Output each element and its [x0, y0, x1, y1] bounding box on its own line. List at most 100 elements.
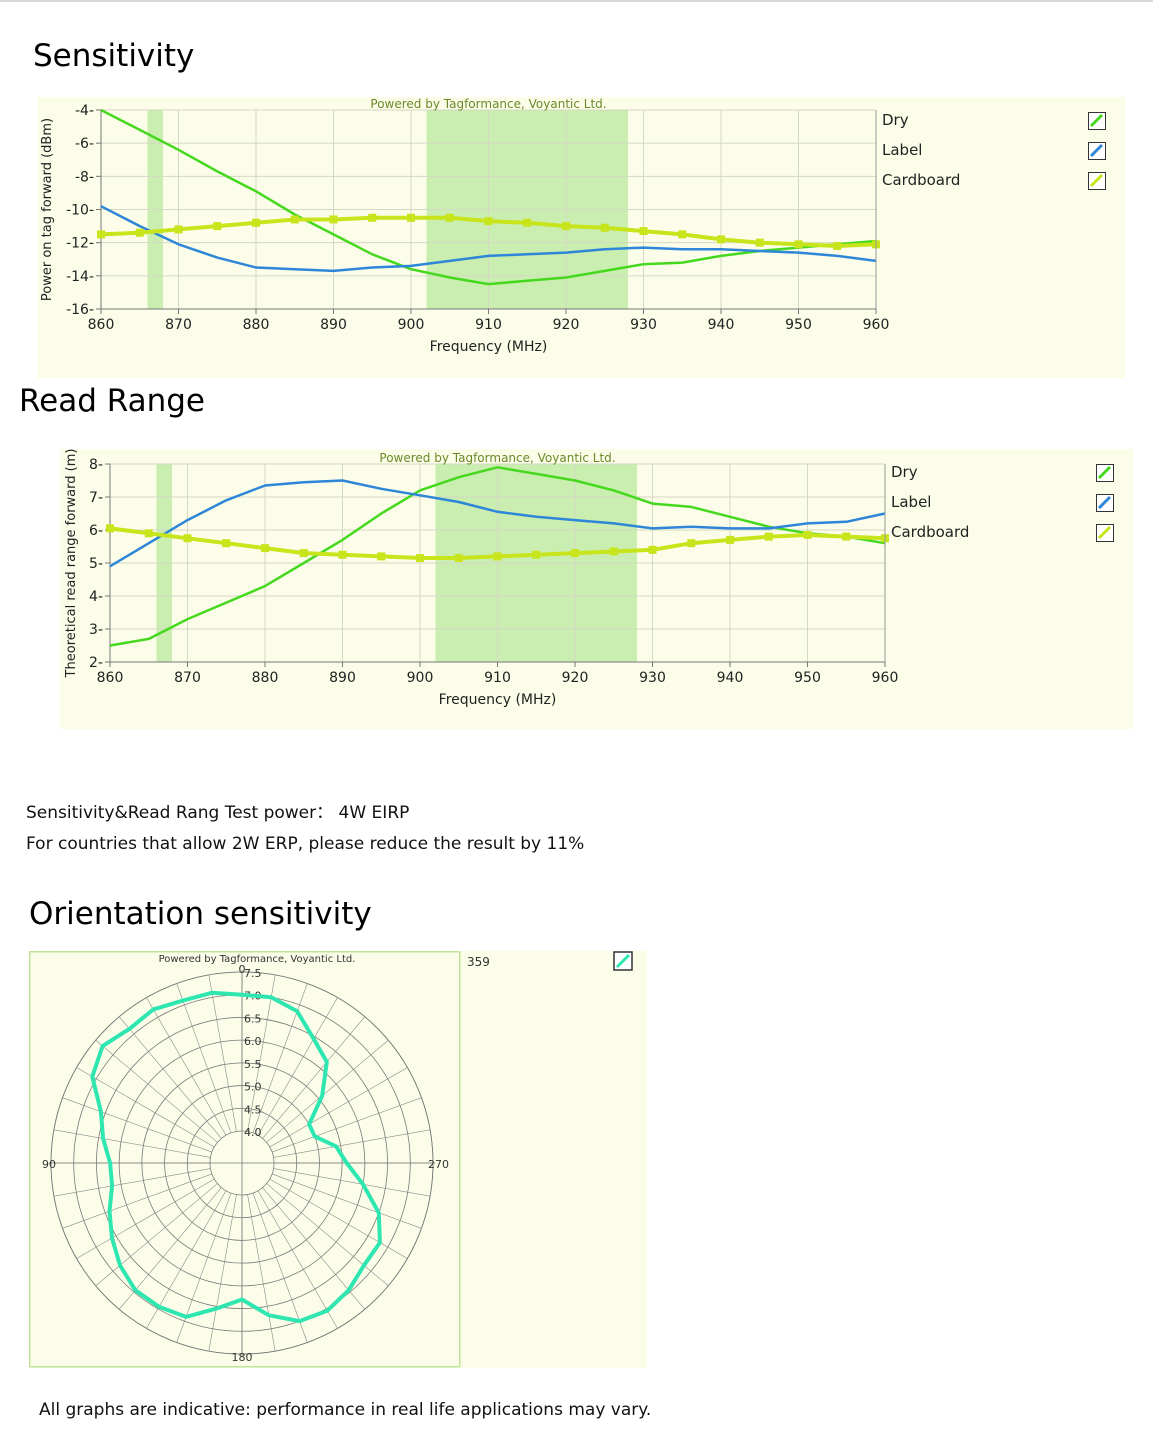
watermark: Powered by Tagformance, Voyantic Ltd. [379, 451, 615, 465]
polar-spoke [269, 1067, 408, 1148]
data-point-cardboard [648, 545, 657, 554]
radial-tick-label: 4.5 [244, 1103, 262, 1116]
data-point-cardboard [290, 215, 299, 224]
angle-label-0: 0 [239, 963, 246, 976]
orientation-series-line [90, 990, 382, 1324]
data-point-cardboard [183, 534, 192, 543]
legend-toggle-dry-checkbox[interactable] [1096, 464, 1114, 482]
data-point-cardboard [454, 554, 463, 563]
data-point-cardboard [678, 230, 687, 239]
data-point-cardboard [562, 222, 570, 231]
legend-toggle-cardboard-checkbox[interactable] [1088, 172, 1106, 190]
legend-label-label: Label [882, 141, 923, 159]
legend-toggle-label-checkbox[interactable] [1096, 494, 1114, 512]
polar-spoke [257, 1190, 338, 1329]
series-line-dry [109, 466, 886, 647]
polar-spoke [247, 1194, 276, 1352]
watermark: Powered by Tagformance, Voyantic Ltd. [159, 954, 356, 965]
polar-spoke [146, 997, 227, 1136]
radial-tick-label: 6.5 [244, 1012, 262, 1025]
y-tick-label: 4- [89, 589, 103, 605]
check-icon [1089, 143, 1104, 158]
x-tick-label: 900 [398, 317, 425, 333]
x-tick-label: 860 [88, 317, 115, 333]
x-tick-label: 960 [863, 317, 890, 333]
legend-label-label: Label [891, 493, 932, 511]
legend-toggle-orientation-checkbox[interactable] [613, 951, 633, 971]
data-point-cardboard [144, 529, 153, 538]
polar-spoke [76, 1067, 215, 1148]
data-point-cardboard [600, 223, 609, 232]
data-point-cardboard [261, 544, 269, 553]
data-point-cardboard [726, 535, 734, 544]
data-point-cardboard [213, 222, 222, 231]
polar-spoke [271, 1097, 422, 1153]
x-tick-label: 910 [484, 670, 511, 686]
series-line-label [100, 205, 877, 273]
y-tick-label: -12- [66, 236, 94, 252]
read-range-chart-panel: 860 870 880 890 900 910 920 930 940 950 960 8- 7- 6- 5… [60, 449, 1133, 729]
check-icon [1089, 173, 1104, 188]
series-line-dry [100, 108, 877, 286]
radial-tick-label: 7.5 [244, 967, 262, 980]
data-point-cardboard [135, 228, 144, 237]
x-tick-label: 880 [252, 670, 279, 686]
check-icon [1097, 495, 1112, 510]
y-tick-label: -6- [75, 136, 94, 152]
check-icon [1097, 465, 1112, 480]
data-point-cardboard [833, 241, 842, 250]
y-tick-label: 3- [89, 622, 103, 638]
polar-spoke [53, 1129, 211, 1158]
y-tick-label: 6- [89, 523, 103, 539]
check-icon [1097, 525, 1112, 540]
read-range-chart: 860 870 880 890 900 910 920 930 940 950 960 8- 7- 6- 5… [64, 449, 899, 708]
data-point-cardboard [222, 539, 231, 548]
polar-spoke [76, 1178, 215, 1259]
x-tick-label: 930 [639, 670, 666, 686]
legend-label-dry: Dry [882, 111, 909, 129]
polar-spoke [271, 1173, 422, 1229]
angle-label-270: 270 [428, 1158, 449, 1171]
sensitivity-heading: Sensitivity [33, 38, 195, 74]
data-point-cardboard [252, 218, 260, 227]
sensitivity-chart: 860 870 880 890 900 910 920 930 940 950 960 -4- -6- -… [40, 97, 890, 355]
polar-spoke [269, 1178, 408, 1259]
data-point-cardboard [329, 215, 338, 224]
legend-label-dry: Dry [891, 463, 918, 481]
legend-label-cardboard: Cardboard [882, 171, 961, 189]
polar-spoke [208, 1194, 237, 1352]
x-tick-label: 890 [329, 670, 356, 686]
polar-frame [29, 951, 461, 1368]
data-point-cardboard [407, 213, 415, 222]
top-rule [0, 0, 1153, 2]
polar-spoke [62, 1173, 213, 1229]
y-tick-label: 8- [89, 457, 103, 473]
data-point-cardboard [717, 235, 725, 244]
data-point-cardboard [377, 552, 386, 561]
read-range-heading: Read Range [19, 383, 205, 419]
x-tick-label: 960 [872, 670, 899, 686]
y-tick-label: -8- [75, 169, 94, 185]
x-tick-label: 920 [562, 670, 589, 686]
legend-toggle-label-checkbox[interactable] [1088, 142, 1106, 160]
legend-toggle-dry-checkbox[interactable] [1088, 112, 1106, 130]
polar-spoke [247, 974, 276, 1132]
x-tick-label: 900 [407, 670, 434, 686]
check-icon [615, 953, 631, 969]
y-tick-label: -4- [75, 103, 94, 119]
test-power-note: Sensitivity&Read Rang Test power： 4W EIR… [26, 803, 410, 823]
polar-spoke [95, 1039, 218, 1143]
disclaimer-note: All graphs are indicative: performance i… [39, 1400, 652, 1420]
data-point-cardboard [755, 238, 764, 247]
series-line-label [109, 479, 886, 568]
legend-label-cardboard: Cardboard [891, 523, 970, 541]
x-tick-label: 890 [320, 317, 347, 333]
data-point-cardboard [445, 213, 454, 222]
orientation-chart: 7.57.06.56.05.55.04.54.0090180270359Powe… [29, 951, 633, 1368]
x-tick-label: 870 [174, 670, 201, 686]
y-tick-label: -10- [66, 203, 94, 219]
legend-toggle-cardboard-checkbox[interactable] [1096, 524, 1114, 542]
data-point-cardboard [416, 554, 424, 563]
x-tick-label: 860 [97, 670, 124, 686]
erp-note: For countries that allow 2W ERP, please … [26, 834, 585, 854]
